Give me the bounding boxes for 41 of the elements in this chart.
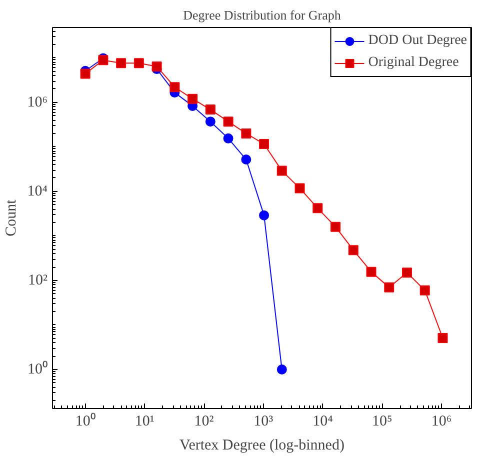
point [276,166,287,176]
point [223,116,234,127]
point [366,266,376,277]
x-tick-label: 10⁰ [75,412,96,430]
y-axis-title: Count [3,198,20,236]
point [402,268,412,278]
point [241,154,252,165]
y-tick-label: 10⁰ [28,360,48,378]
point [205,104,216,115]
point [259,210,270,220]
point [80,68,90,79]
point [152,61,162,72]
legend-label: Original Degree [368,55,459,71]
point [384,282,394,292]
point [205,116,216,127]
legend-label: DOD Out Degree [368,33,467,49]
x-tick-label: 10⁶ [431,414,452,430]
point [312,203,323,214]
point [188,94,198,104]
point [134,58,144,68]
x-tick-label: 10³ [254,414,274,430]
point [223,133,234,144]
x-tick-label: 10² [194,414,214,430]
x-tick-label: 10⁵ [372,414,392,430]
chart-title: Degree Distribution for Graph [183,8,342,22]
point [294,183,305,194]
x-axis-title: Vertex Degree (log-binned) [180,438,344,454]
point [276,364,287,374]
point [348,245,358,256]
point [241,128,252,138]
x-tick-label: 10⁴ [312,414,333,430]
point [438,332,448,343]
y-tick-label: 10² [28,272,48,288]
point [420,285,430,296]
point [330,222,341,232]
x-tick-label: 10¹ [134,414,154,430]
point [259,139,270,150]
point [116,58,126,68]
y-tick-label: 10⁶ [27,94,48,110]
point [170,82,180,92]
y-tick-label: 10⁴ [27,183,48,200]
